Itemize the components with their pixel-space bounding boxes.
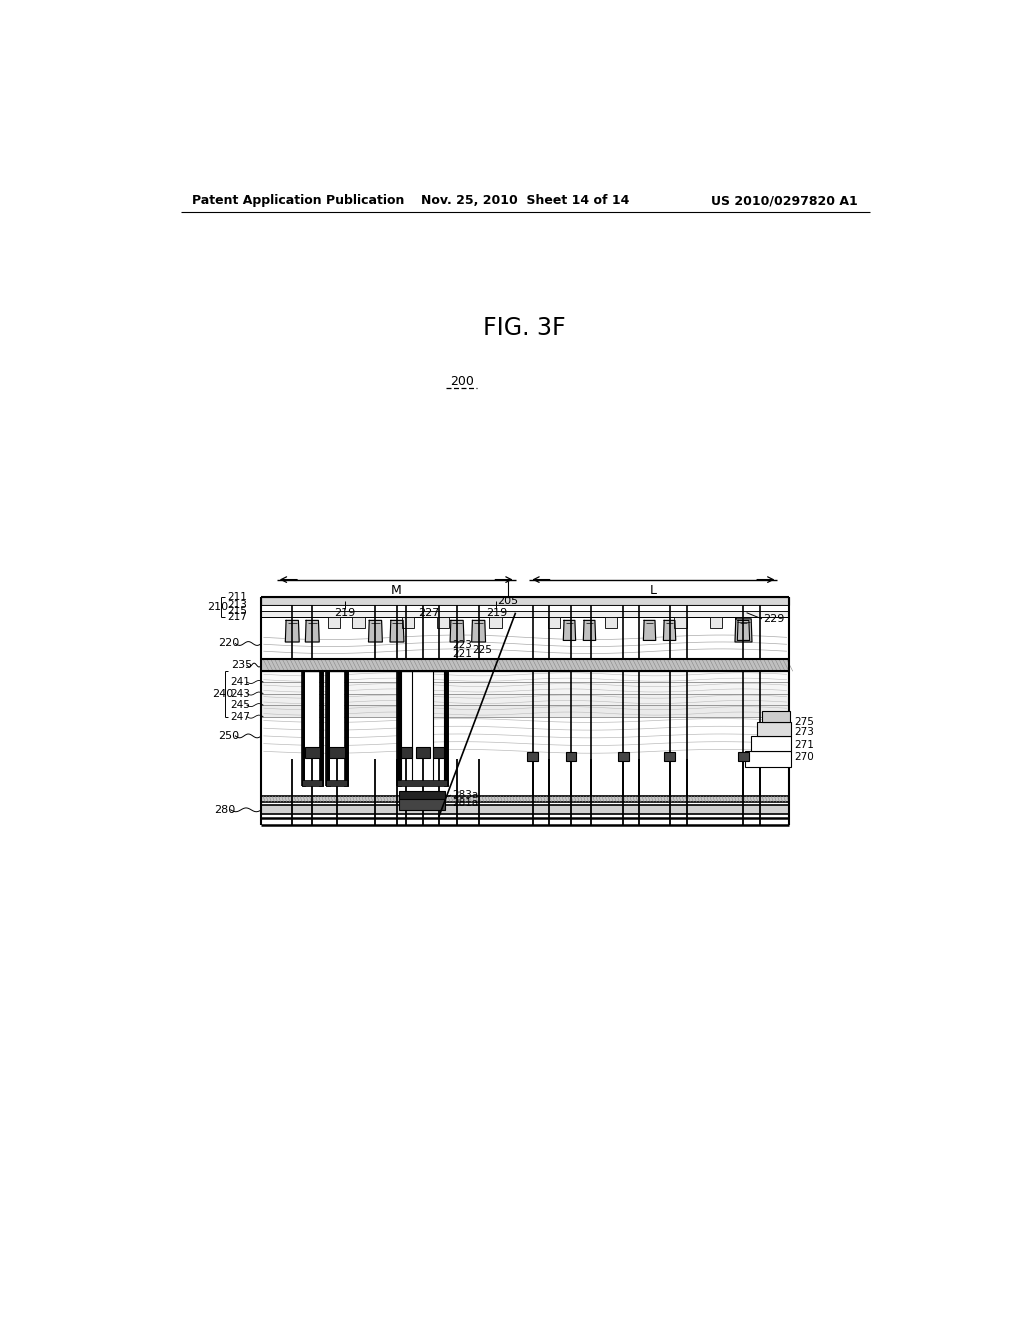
Bar xyxy=(261,605,788,611)
Text: 273: 273 xyxy=(795,727,814,737)
Text: FIG. 3F: FIG. 3F xyxy=(483,315,566,339)
Text: 227: 227 xyxy=(418,607,439,618)
Text: 200: 200 xyxy=(450,375,473,388)
Text: 280: 280 xyxy=(214,805,234,814)
Bar xyxy=(710,618,722,628)
Bar xyxy=(762,711,790,722)
Text: 245: 245 xyxy=(230,700,250,710)
Bar xyxy=(444,671,447,785)
Bar xyxy=(665,752,675,762)
Text: US 2010/0297820 A1: US 2010/0297820 A1 xyxy=(711,194,857,207)
Polygon shape xyxy=(305,620,319,642)
Text: 235: 235 xyxy=(230,660,252,671)
Polygon shape xyxy=(664,620,676,640)
Bar xyxy=(301,671,305,785)
Bar xyxy=(401,618,414,628)
Bar xyxy=(398,799,444,809)
Polygon shape xyxy=(286,620,299,642)
Bar xyxy=(261,693,788,705)
Bar xyxy=(489,618,502,628)
Bar xyxy=(261,671,788,682)
Polygon shape xyxy=(472,620,485,642)
Bar xyxy=(261,805,788,814)
Text: 270: 270 xyxy=(795,752,814,763)
Bar xyxy=(605,618,617,628)
Polygon shape xyxy=(390,620,403,642)
Bar xyxy=(344,671,348,785)
Bar xyxy=(261,659,788,672)
Polygon shape xyxy=(643,620,655,640)
Bar xyxy=(617,752,629,762)
Bar xyxy=(261,618,788,659)
Bar xyxy=(758,722,792,737)
Text: Nov. 25, 2010  Sheet 14 of 14: Nov. 25, 2010 Sheet 14 of 14 xyxy=(421,194,629,207)
Bar xyxy=(305,671,319,785)
Polygon shape xyxy=(369,620,382,642)
Bar xyxy=(261,611,788,618)
Bar xyxy=(261,717,788,759)
Text: 241: 241 xyxy=(230,677,250,686)
Bar xyxy=(328,618,340,628)
Polygon shape xyxy=(563,620,575,640)
Text: 283a: 283a xyxy=(453,791,478,800)
Text: 240: 240 xyxy=(212,689,233,698)
Text: 275: 275 xyxy=(795,717,814,727)
Bar xyxy=(330,747,345,758)
Bar xyxy=(352,618,365,628)
Polygon shape xyxy=(584,620,596,640)
Bar xyxy=(319,671,323,785)
Polygon shape xyxy=(735,619,752,642)
Text: 229: 229 xyxy=(764,614,784,624)
Bar xyxy=(261,717,788,759)
Text: 205: 205 xyxy=(498,597,518,606)
Text: 243: 243 xyxy=(230,689,250,698)
Bar xyxy=(397,780,447,785)
Bar xyxy=(433,747,444,758)
Bar xyxy=(261,705,788,717)
Text: 281a: 281a xyxy=(453,797,478,808)
Bar xyxy=(326,780,348,785)
Bar xyxy=(261,796,788,803)
Text: 221: 221 xyxy=(453,649,472,659)
Bar xyxy=(261,682,788,693)
Text: 211: 211 xyxy=(226,593,247,602)
Text: 271: 271 xyxy=(795,741,814,750)
Text: 219: 219 xyxy=(485,607,507,618)
Text: 210: 210 xyxy=(208,602,228,612)
Bar xyxy=(412,671,433,785)
Bar xyxy=(304,747,319,758)
Bar xyxy=(437,618,450,628)
Polygon shape xyxy=(451,620,464,642)
Bar xyxy=(745,751,792,767)
Bar xyxy=(548,618,560,628)
Text: 213: 213 xyxy=(226,601,247,610)
Bar xyxy=(301,780,323,785)
Bar xyxy=(261,597,788,829)
Text: 247: 247 xyxy=(230,711,250,722)
Bar xyxy=(565,752,577,762)
Bar xyxy=(400,747,412,758)
Bar xyxy=(416,747,430,758)
Bar xyxy=(527,752,538,762)
Text: 217: 217 xyxy=(226,612,247,622)
Text: 215: 215 xyxy=(226,606,247,616)
Bar xyxy=(738,752,749,762)
Bar xyxy=(397,671,400,785)
Text: 223: 223 xyxy=(453,640,472,649)
Bar xyxy=(330,671,344,785)
Text: Patent Application Publication: Patent Application Publication xyxy=(193,194,404,207)
Polygon shape xyxy=(737,620,750,640)
Text: 250: 250 xyxy=(218,731,240,741)
Text: M: M xyxy=(391,583,401,597)
Text: 219: 219 xyxy=(334,607,355,618)
Bar xyxy=(400,671,433,785)
Text: 225: 225 xyxy=(472,644,493,655)
Bar xyxy=(674,618,686,628)
Bar xyxy=(261,597,788,605)
Bar xyxy=(326,671,330,785)
Text: L: L xyxy=(650,583,656,597)
Bar xyxy=(752,737,792,751)
Bar xyxy=(398,792,444,803)
Text: 220: 220 xyxy=(218,639,240,648)
